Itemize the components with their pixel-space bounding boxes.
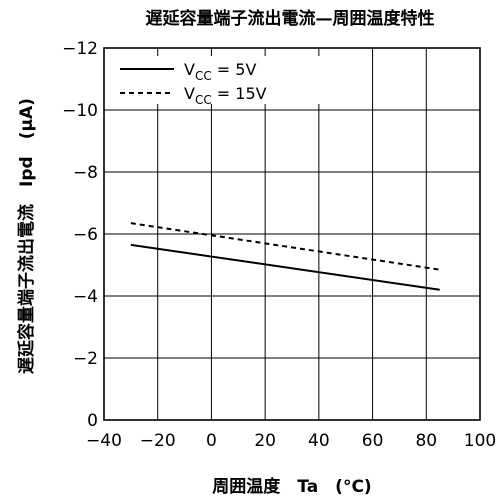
y-tick-label: −2 <box>73 349 98 369</box>
x-tick-label: 100 <box>464 431 496 451</box>
grid <box>104 48 480 420</box>
legend-label-5v: VCC = 5V <box>184 60 256 83</box>
x-tick-labels: −40 −20 0 20 40 60 80 100 <box>86 431 496 451</box>
y-tick-label: −4 <box>73 287 98 307</box>
plot-frame <box>103 47 481 421</box>
y-tick-label: −12 <box>62 39 98 59</box>
x-axis-label: 周囲温度 Ta (°C) <box>212 476 371 497</box>
x-tick-label: 0 <box>206 431 217 451</box>
x-tick-label: −20 <box>140 431 176 451</box>
legend: VCC = 5V VCC = 15V <box>120 60 267 107</box>
y-axis-label: 遅延容量端子流出電流 Ipd (μA) <box>16 98 37 374</box>
x-tick-label: −40 <box>86 431 122 451</box>
x-tick-label: 20 <box>254 431 276 451</box>
legend-background <box>112 56 320 104</box>
y-tick-label: −8 <box>73 163 98 183</box>
y-tick-label: −10 <box>62 101 98 121</box>
x-tick-label: 80 <box>415 431 437 451</box>
y-tick-label: −6 <box>73 225 98 245</box>
y-tick-label: 0 <box>87 411 98 431</box>
y-tick-labels: −12 −10 −8 −6 −4 −2 0 <box>62 39 98 431</box>
legend-label-15v: VCC = 15V <box>184 84 267 107</box>
series-line-vcc-15v <box>130 222 440 271</box>
series-line-vcc-5v <box>130 243 440 291</box>
chart-title: 遅延容量端子流出電流—周囲温度特性 <box>146 8 435 29</box>
x-tick-label: 40 <box>308 431 330 451</box>
x-tick-label: 60 <box>362 431 384 451</box>
series-lines <box>130 222 440 291</box>
